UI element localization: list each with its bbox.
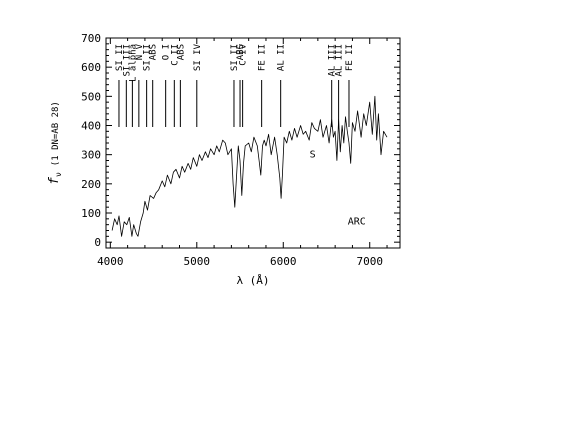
y-tick-label: 0 — [94, 236, 101, 249]
axis-ticks: 4000 5000 6000 7000 0 100 200 300 400 500 600 700 — [81, 32, 400, 268]
line-marker-label: L alpha — [128, 44, 138, 82]
line-marker-label: SI II — [143, 44, 153, 71]
y-axis-label-rest: (1 DN=AB 28) — [51, 101, 61, 166]
line-marker-label: FE II — [258, 44, 268, 71]
y-tick-label: 400 — [81, 120, 101, 133]
y-tick-label: 600 — [81, 61, 101, 74]
line-marker-label: SI II — [230, 44, 240, 71]
chart-annotation: ARC — [348, 217, 366, 228]
line-marker-label: AL II — [277, 44, 287, 71]
line-marker-label: SI III — [122, 44, 132, 77]
line-marker-label: C II — [170, 44, 180, 66]
x-tick-label: 6000 — [270, 255, 297, 268]
line-marker-label: ABS — [176, 44, 186, 60]
y-tick-label: 200 — [81, 178, 101, 191]
line-marker-label: ABS — [149, 44, 159, 60]
y-tick-label: 100 — [81, 207, 101, 220]
svg-text:fν(1 DN=AB 28): fν (1 DN=AB 28) — [47, 101, 63, 185]
annotation-layer: ARC S — [310, 150, 366, 228]
line-marker-label: AL III — [328, 44, 338, 77]
x-axis-label: λ (Å) — [236, 274, 269, 287]
line-marker-label: SI IV — [193, 43, 203, 71]
x-tick-label: 4000 — [97, 255, 124, 268]
chart-annotation: S — [310, 150, 316, 161]
x-tick-label: 7000 — [356, 255, 383, 268]
line-marker-label: N V — [135, 43, 145, 60]
line-marker-label: O I — [162, 44, 172, 60]
line-marker-label: AL III — [335, 44, 345, 77]
y-axis-label-main: f — [47, 177, 62, 185]
line-marker-label: ABS — [236, 44, 246, 60]
y-tick-label: 700 — [81, 32, 101, 45]
y-axis-label: fν (1 DN=AB 28) — [47, 101, 63, 185]
series-layer — [111, 95, 388, 237]
y-axis-label-sub: ν — [54, 172, 63, 177]
y-tick-label: 500 — [81, 90, 101, 103]
line-marker-label: FE II — [345, 44, 355, 71]
y-tick-label: 300 — [81, 149, 101, 162]
line-marker-label: C IV — [239, 43, 249, 65]
x-tick-label: 5000 — [184, 255, 211, 268]
line-marker-label: SI II — [115, 44, 125, 71]
spectrum-series-line — [111, 95, 388, 237]
